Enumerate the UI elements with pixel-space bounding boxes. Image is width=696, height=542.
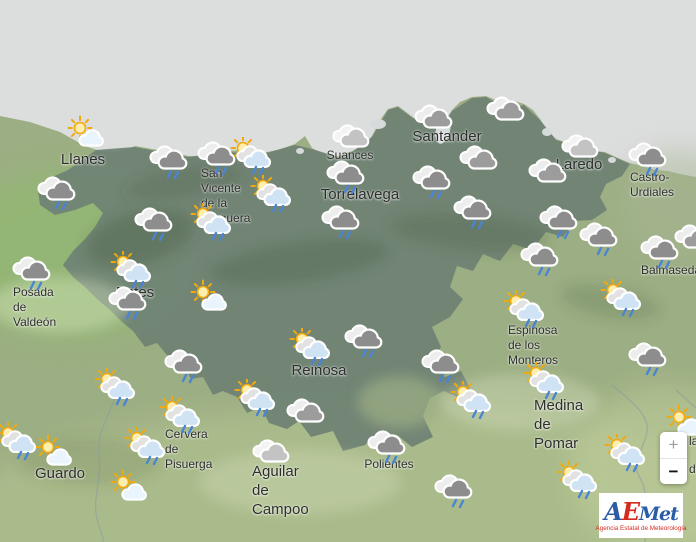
map-zoom-control: + − [660,432,687,484]
zoom-in-button[interactable]: + [660,432,687,459]
aemet-logo-word: AEMet [604,496,679,526]
aemet-logo[interactable]: AEMet Agencia Estatal de Meteorología [596,493,687,538]
aemet-logo-tagline: Agencia Estatal de Meteorología [595,524,687,532]
zoom-out-button[interactable]: − [660,458,687,484]
